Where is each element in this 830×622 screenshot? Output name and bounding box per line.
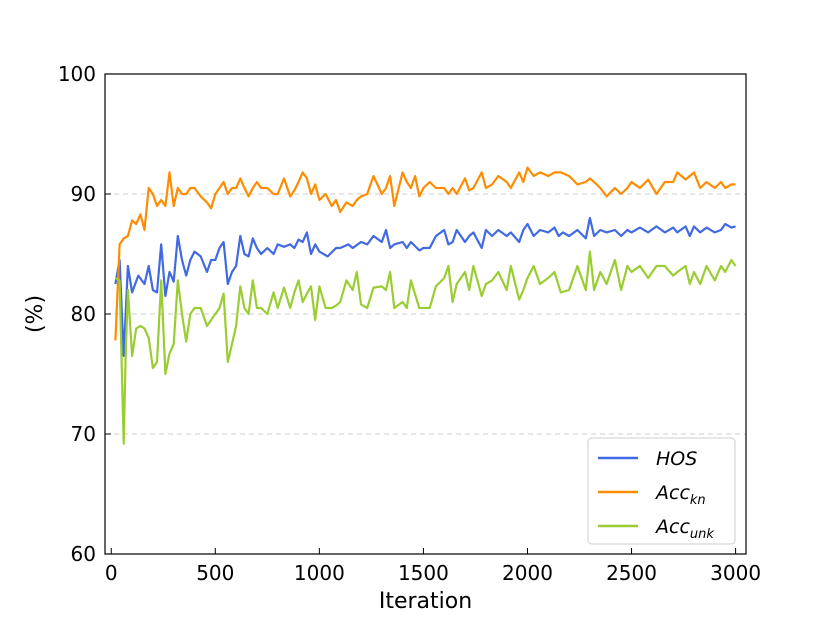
legend-box xyxy=(587,437,736,545)
y-axis-label: (%) xyxy=(23,295,48,333)
series-line-hos xyxy=(114,216,736,358)
series-line-acc-kn xyxy=(114,166,736,341)
x-tick-label: 500 xyxy=(196,561,234,585)
grid-lines xyxy=(105,193,746,435)
x-tick-label: 2000 xyxy=(502,561,553,585)
x-tick-label: 3000 xyxy=(710,561,761,585)
x-tick-label: 1500 xyxy=(398,561,449,585)
legend-label: HOS xyxy=(656,448,697,470)
y-tick-label: 70 xyxy=(71,422,96,446)
x-tick-label: 1000 xyxy=(294,561,345,585)
y-tick-label: 90 xyxy=(71,182,96,206)
x-tick-label: 0 xyxy=(105,561,118,585)
series-line-acc-unk xyxy=(114,250,737,445)
y-tick-label: 80 xyxy=(71,302,96,326)
y-tick-label: 60 xyxy=(71,542,96,566)
x-tick-label: 2500 xyxy=(606,561,657,585)
legend: HOS Acckn Accunk xyxy=(587,437,736,545)
x-axis-label: Iteration xyxy=(379,589,472,614)
y-tick-label: 100 xyxy=(58,62,96,86)
legend-label: Acckn xyxy=(654,482,706,508)
series-lines xyxy=(114,166,737,445)
y-axis-ticks: 60 70 80 90 100 xyxy=(58,62,111,566)
legend-label: Accunk xyxy=(654,516,714,542)
x-axis-ticks: 0 500 1000 1500 2000 2500 3000 xyxy=(105,548,761,585)
